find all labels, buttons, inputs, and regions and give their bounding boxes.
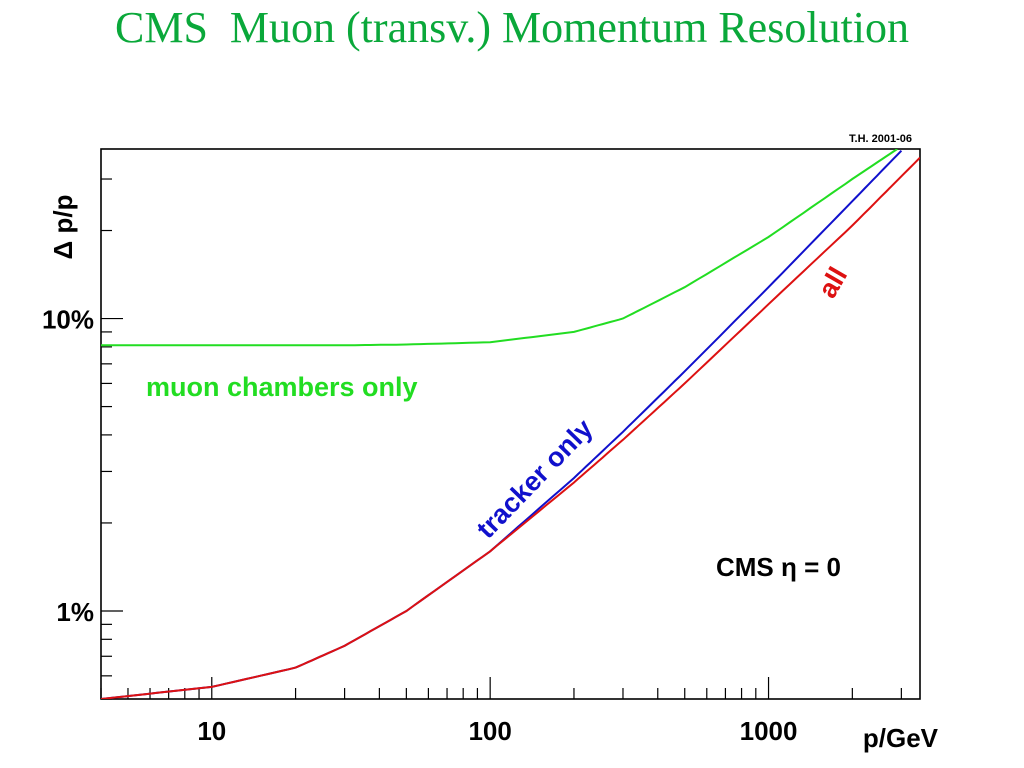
y-tick-label: 10% — [42, 305, 94, 335]
plot-frame — [100, 148, 921, 700]
series-line-muon-chambers — [101, 149, 898, 347]
y-axis-label: Δ p/p — [48, 195, 78, 260]
series-curves — [101, 149, 920, 699]
series-line-all — [101, 156, 920, 699]
x-axis-label: p/GeV — [863, 723, 939, 753]
axis-ticks — [100, 178, 902, 700]
status-annotation: CMS η = 0 — [716, 552, 841, 582]
x-tick-label: 1000 — [740, 716, 798, 746]
x-tick-label: 10 — [197, 716, 226, 746]
credit-label: T.H. 2001-06 — [849, 133, 912, 145]
series-line-tracker — [101, 150, 903, 699]
legend-label-muon: muon chambers only — [146, 372, 418, 402]
page-title: CMS Muon (transv.) Momentum Resolution — [114, 3, 910, 52]
legend-label-all: all — [812, 262, 853, 303]
x-tick-label: 100 — [468, 716, 511, 746]
y-tick-label: 1% — [56, 597, 94, 627]
